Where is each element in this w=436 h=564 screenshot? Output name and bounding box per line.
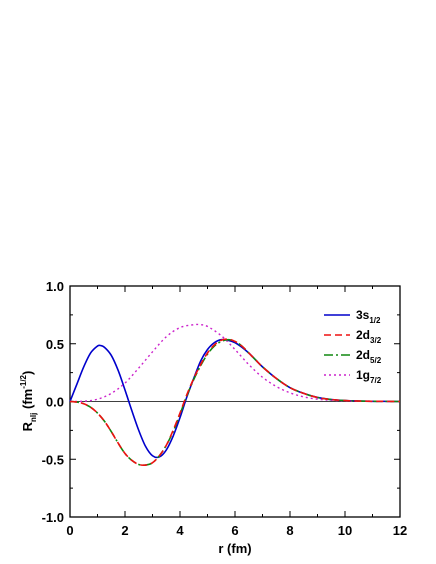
y-tick-label: 0.0 [46,395,64,410]
y-axis-label-main: R [20,421,35,431]
y-axis-label-sup: -1/2 [19,374,28,388]
legend-label: 3s1/2 [356,308,381,325]
y-axis-label-close: ) [20,371,35,375]
x-tick-label: 4 [176,523,184,538]
legend-label: 2d5/2 [356,348,382,365]
axis-ticks [69,285,401,518]
y-tick-label: -0.5 [42,452,64,467]
y-tick-label: 1.0 [46,279,64,294]
x-tick-label: 10 [338,523,352,538]
y-tick-label: 0.5 [46,337,64,352]
x-tick-label: 12 [393,523,407,538]
series-line-2d-3-2 [69,338,401,466]
series-line-3s-1-2 [69,338,401,459]
y-axis-label-sub: nlj [29,413,38,422]
x-tick-labels: 0 2 4 6 8 10 12 [66,523,407,538]
series-line-1g-7-2 [69,323,401,403]
y-axis-label: Rnlj (fm-1/2) [19,371,38,432]
x-tick-label: 8 [286,523,293,538]
x-tick-label: 6 [231,523,238,538]
x-axis-label: r (fm) [218,541,251,556]
legend-label: 2d3/2 [356,328,382,345]
y-tick-label: -1.0 [42,510,64,525]
legend-label: 1g7/2 [356,368,382,385]
x-tick-label: 2 [121,523,128,538]
legend: 3s1/2 2d3/2 2d5/2 1g7/2 [324,308,382,385]
y-tick-labels: -1.0 -0.5 0.0 0.5 1.0 [42,279,64,525]
y-axis-label-unit: (fm [20,389,35,413]
x-tick-label: 0 [66,523,73,538]
series-lines [69,323,401,466]
